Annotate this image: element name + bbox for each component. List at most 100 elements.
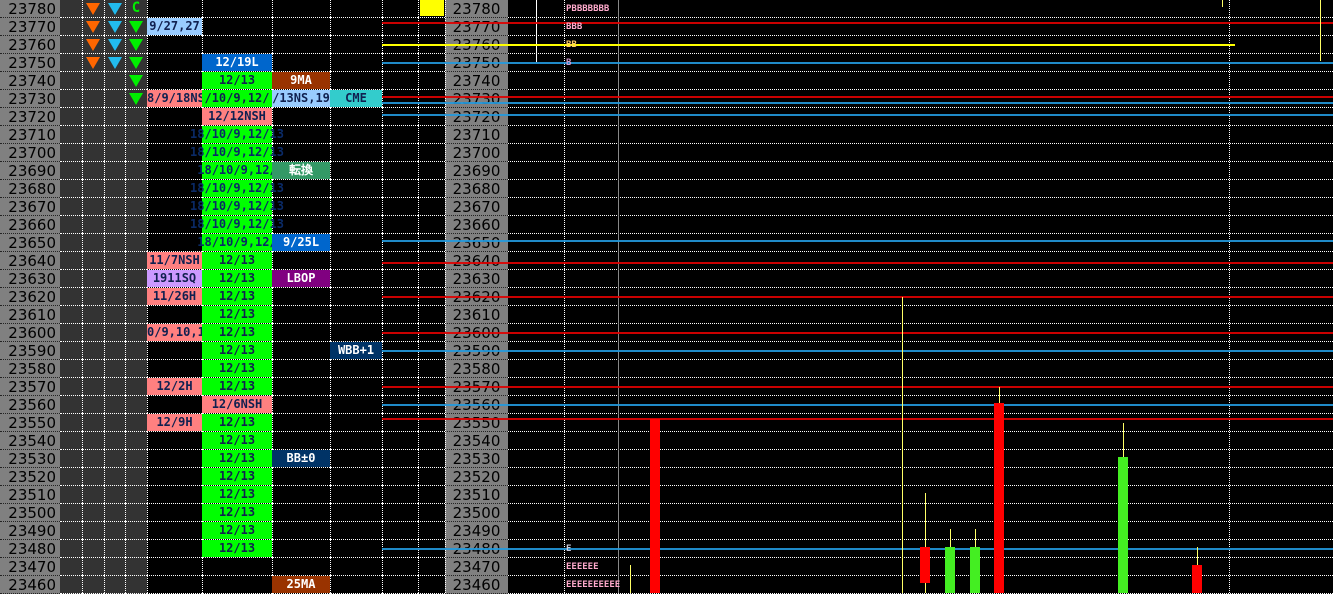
ladder-cell[interactable] xyxy=(82,432,104,450)
ladder-cell[interactable] xyxy=(272,108,330,126)
ladder-cell[interactable] xyxy=(330,378,382,396)
ladder-cell[interactable] xyxy=(104,234,125,252)
ladder-cell[interactable] xyxy=(508,234,1333,252)
ladder-cell[interactable] xyxy=(125,342,147,360)
ladder-cell[interactable] xyxy=(382,522,418,540)
ladder-cell[interactable] xyxy=(418,234,445,252)
ladder-cell[interactable] xyxy=(104,432,125,450)
ladder-cell[interactable] xyxy=(125,378,147,396)
ladder-cell[interactable] xyxy=(508,90,1333,108)
ladder-cell[interactable] xyxy=(418,180,445,198)
ladder-cell[interactable] xyxy=(104,486,125,504)
col-a-label[interactable]: 9/27,27 xyxy=(149,19,200,33)
col-b-label[interactable]: 18/10/9,12/ xyxy=(197,163,277,177)
ladder-cell[interactable] xyxy=(125,396,147,414)
ladder-cell[interactable] xyxy=(272,144,330,162)
ladder-cell[interactable] xyxy=(125,540,147,558)
ladder-cell[interactable] xyxy=(125,288,147,306)
col-b-label[interactable]: 12/13 xyxy=(218,469,256,483)
ladder-cell[interactable] xyxy=(418,306,445,324)
ladder-cell[interactable] xyxy=(330,288,382,306)
col-b-label[interactable]: 12/13 xyxy=(218,289,256,303)
ladder-cell[interactable] xyxy=(147,522,202,540)
ladder-cell[interactable] xyxy=(508,144,1333,162)
col-b-label[interactable]: 18/10/9,12/13 xyxy=(190,199,284,213)
ladder-cell[interactable] xyxy=(82,504,104,522)
ladder-cell[interactable] xyxy=(272,36,330,54)
ladder-cell[interactable] xyxy=(418,576,445,594)
ladder-cell[interactable] xyxy=(147,432,202,450)
ladder-cell[interactable] xyxy=(382,360,418,378)
ladder-cell[interactable] xyxy=(82,450,104,468)
ladder-cell[interactable] xyxy=(104,468,125,486)
ladder-cell[interactable] xyxy=(330,576,382,594)
ladder-cell[interactable] xyxy=(147,180,202,198)
ladder-cell[interactable] xyxy=(330,180,382,198)
ladder-cell[interactable] xyxy=(330,162,382,180)
ladder-cell[interactable] xyxy=(60,522,82,540)
ladder-cell[interactable] xyxy=(418,414,445,432)
ladder-cell[interactable] xyxy=(82,540,104,558)
ladder-cell[interactable] xyxy=(382,90,418,108)
ladder-cell[interactable] xyxy=(82,324,104,342)
col-d-label[interactable]: WBB+1 xyxy=(337,343,375,357)
ladder-cell[interactable] xyxy=(418,18,445,36)
ladder-cell[interactable] xyxy=(125,144,147,162)
ladder-cell[interactable] xyxy=(60,288,82,306)
ladder-cell[interactable] xyxy=(272,360,330,378)
ladder-cell[interactable] xyxy=(104,324,125,342)
ladder-cell[interactable] xyxy=(418,90,445,108)
ladder-cell[interactable] xyxy=(272,126,330,144)
ladder-cell[interactable] xyxy=(330,414,382,432)
col-b-label[interactable]: 12/13 xyxy=(218,487,256,501)
ladder-cell[interactable] xyxy=(60,270,82,288)
ladder-cell[interactable] xyxy=(82,288,104,306)
ladder-cell[interactable] xyxy=(125,126,147,144)
ladder-cell[interactable] xyxy=(82,90,104,108)
ladder-cell[interactable] xyxy=(508,486,1333,504)
ladder-cell[interactable] xyxy=(82,378,104,396)
ladder-cell[interactable] xyxy=(104,414,125,432)
ladder-cell[interactable] xyxy=(272,432,330,450)
ladder-cell[interactable] xyxy=(104,396,125,414)
ladder-cell[interactable] xyxy=(418,144,445,162)
ladder-cell[interactable] xyxy=(147,396,202,414)
ladder-cell[interactable] xyxy=(125,504,147,522)
ladder-cell[interactable] xyxy=(147,504,202,522)
ladder-cell[interactable] xyxy=(382,486,418,504)
ladder-cell[interactable] xyxy=(104,108,125,126)
ladder-cell[interactable] xyxy=(418,522,445,540)
ladder-cell[interactable] xyxy=(418,270,445,288)
ladder-cell[interactable] xyxy=(272,252,330,270)
col-a-label[interactable]: 0/9,10,1 xyxy=(147,325,202,339)
ladder-cell[interactable] xyxy=(508,414,1333,432)
ladder-cell[interactable] xyxy=(382,144,418,162)
ladder-cell[interactable] xyxy=(147,558,202,576)
ladder-cell[interactable] xyxy=(272,180,330,198)
ladder-cell[interactable] xyxy=(330,504,382,522)
ladder-cell[interactable] xyxy=(125,306,147,324)
ladder-cell[interactable] xyxy=(272,522,330,540)
col-c-label[interactable]: 9MA xyxy=(290,73,312,87)
ladder-cell[interactable] xyxy=(60,378,82,396)
ladder-cell[interactable] xyxy=(330,270,382,288)
ladder-cell[interactable] xyxy=(125,468,147,486)
ladder-cell[interactable] xyxy=(330,126,382,144)
col-b-label[interactable]: 12/13 xyxy=(218,271,256,285)
ladder-cell[interactable] xyxy=(330,108,382,126)
ladder-cell[interactable] xyxy=(60,396,82,414)
ladder-cell[interactable] xyxy=(330,468,382,486)
ladder-cell[interactable] xyxy=(60,540,82,558)
ladder-cell[interactable] xyxy=(125,0,147,18)
ladder-cell[interactable] xyxy=(104,90,125,108)
ladder-cell[interactable] xyxy=(330,432,382,450)
ladder-cell[interactable] xyxy=(147,468,202,486)
ladder-cell[interactable] xyxy=(60,216,82,234)
col-b-label[interactable]: 12/13 xyxy=(218,433,256,447)
col-c-label[interactable]: /13NS,19 xyxy=(272,91,330,105)
ladder-cell[interactable] xyxy=(104,522,125,540)
ladder-cell[interactable] xyxy=(382,18,418,36)
ladder-cell[interactable] xyxy=(104,270,125,288)
ladder-cell[interactable] xyxy=(147,108,202,126)
ladder-cell[interactable] xyxy=(60,450,82,468)
